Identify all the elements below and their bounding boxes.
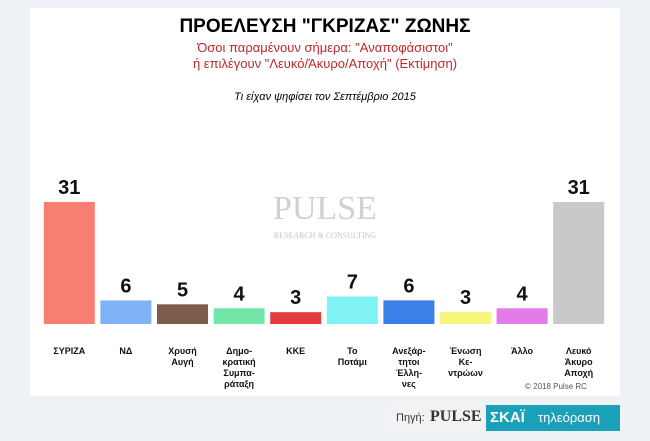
bar (270, 312, 322, 324)
watermark: RESEARCH & CONSULTING (273, 231, 377, 240)
x-tick-label: ΚΚΕ (286, 346, 306, 356)
value-label: 5 (177, 279, 188, 301)
bar (213, 308, 265, 324)
value-label: 6 (120, 275, 131, 297)
chart-panel (30, 8, 620, 396)
value-label: 6 (403, 275, 414, 297)
source-bar: Πηγή: PULSE ΣΚΑΪ τηλεόραση (388, 403, 624, 433)
x-tick-label: Δημο- κρατική Συμπα- ράταξη (222, 346, 256, 389)
bar (43, 202, 95, 324)
chart-title: ΠΡΟΕΛΕΥΣΗ "ΓΚΡΙΖΑΣ" ΖΩΝΗΣ (179, 16, 471, 37)
bar (157, 304, 208, 324)
bar (553, 202, 605, 324)
caption: Τι είχαν ψηφίσει τον Σεπτέμβριο 2015 (234, 91, 416, 103)
bar (100, 300, 152, 324)
bar (496, 308, 548, 324)
value-label: 7 (347, 271, 358, 293)
value-label: 3 (290, 287, 301, 309)
x-tick-label: Ανεξάρ- τητοι Έλλη- νες (392, 346, 426, 389)
subtitle: Όσοι παραμένουν σήμερα: "Αναποφάσιστοι" (197, 40, 453, 55)
channel-suffix: τηλεόραση (538, 410, 601, 425)
source-label: Πηγή: (396, 412, 425, 424)
copyright: © 2018 Pulse RC (525, 382, 587, 391)
x-tick-label: Λευκό Άκυρο Αποχή (564, 346, 594, 378)
value-label: 31 (58, 177, 80, 199)
value-label: 4 (234, 283, 246, 305)
value-label: 4 (517, 283, 529, 305)
bar (326, 296, 378, 324)
pulse-logo: PULSE (430, 408, 482, 425)
value-label: 31 (568, 177, 590, 199)
channel-logo: ΣΚΑΪ τηλεόραση (486, 405, 620, 431)
x-tick-label: ΝΔ (119, 346, 133, 356)
x-tick-label: ΣΥΡΙΖΑ (53, 346, 86, 356)
x-tick-label: Χρυσή Αυγή (168, 346, 197, 367)
watermark: PULSE (273, 190, 377, 227)
x-tick-label: Άλλο (511, 346, 534, 356)
bar (440, 312, 491, 324)
x-tick-label: Ένωση Κε- ντρώων (448, 346, 483, 378)
value-label: 3 (460, 287, 471, 309)
x-tick-label: Το Ποτάμι (337, 346, 367, 367)
channel-name: ΣΚΑΪ (490, 409, 525, 426)
subtitle: ή επιλέγουν "Λευκό/Άκυρο/Αποχή" (Εκτίμησ… (192, 56, 458, 71)
bar (383, 300, 435, 324)
